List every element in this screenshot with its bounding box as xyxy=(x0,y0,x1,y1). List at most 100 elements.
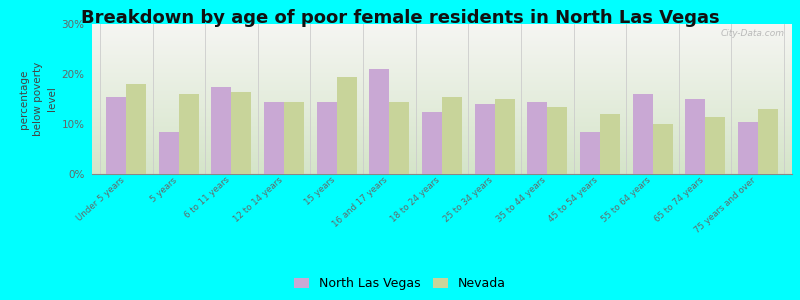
Bar xyxy=(92,166,792,167)
Bar xyxy=(92,33,792,34)
Bar xyxy=(92,50,792,51)
Bar xyxy=(92,45,792,46)
Bar xyxy=(92,80,792,81)
Bar xyxy=(92,66,792,67)
Bar xyxy=(92,130,792,131)
Bar xyxy=(92,156,792,157)
Text: 15 years: 15 years xyxy=(303,176,337,207)
Bar xyxy=(317,101,337,174)
Bar xyxy=(92,90,792,91)
Bar xyxy=(92,171,792,172)
Bar xyxy=(92,31,792,32)
Text: City-Data.com: City-Data.com xyxy=(721,28,785,38)
Bar xyxy=(92,53,792,54)
Bar xyxy=(92,117,792,118)
Text: 12 to 14 years: 12 to 14 years xyxy=(231,176,284,224)
Bar xyxy=(92,125,792,126)
Bar xyxy=(92,140,792,141)
Bar xyxy=(211,86,231,174)
Bar xyxy=(92,135,792,136)
Bar xyxy=(92,38,792,39)
Bar xyxy=(92,103,792,104)
Bar xyxy=(92,101,792,102)
Bar xyxy=(92,91,792,92)
Bar xyxy=(92,118,792,119)
Bar xyxy=(92,150,792,151)
Bar xyxy=(284,101,304,174)
Text: 35 to 44 years: 35 to 44 years xyxy=(494,176,547,224)
Bar xyxy=(92,82,792,83)
Bar xyxy=(92,138,792,139)
Bar xyxy=(738,122,758,174)
Bar xyxy=(92,37,792,38)
Bar xyxy=(92,57,792,58)
Bar xyxy=(92,164,792,165)
Bar xyxy=(92,153,792,154)
Bar xyxy=(92,84,792,85)
Bar xyxy=(422,112,442,174)
Bar xyxy=(92,126,792,127)
Bar xyxy=(92,93,792,94)
Bar xyxy=(92,68,792,69)
Bar xyxy=(92,172,792,173)
Bar xyxy=(92,127,792,128)
Legend: North Las Vegas, Nevada: North Las Vegas, Nevada xyxy=(290,273,510,294)
Bar xyxy=(705,116,725,174)
Bar xyxy=(92,74,792,75)
Bar xyxy=(92,48,792,49)
Bar xyxy=(580,131,600,174)
Bar xyxy=(92,155,792,156)
Bar xyxy=(92,83,792,84)
Bar xyxy=(92,36,792,37)
Bar xyxy=(527,101,547,174)
Bar xyxy=(633,94,653,174)
Bar xyxy=(92,99,792,100)
Bar xyxy=(92,51,792,52)
Bar xyxy=(92,137,792,138)
Bar xyxy=(92,44,792,45)
Bar xyxy=(370,69,390,174)
Bar xyxy=(92,79,792,80)
Bar xyxy=(92,96,792,97)
Bar xyxy=(92,136,792,137)
Bar xyxy=(92,159,792,160)
Bar xyxy=(92,61,792,62)
Bar xyxy=(92,102,792,103)
Bar xyxy=(92,149,792,150)
Bar xyxy=(92,28,792,29)
Bar xyxy=(92,55,792,56)
Bar xyxy=(92,52,792,53)
Bar xyxy=(92,170,792,171)
Bar xyxy=(92,165,792,166)
Bar xyxy=(92,85,792,86)
Bar xyxy=(92,56,792,57)
Bar xyxy=(92,59,792,60)
Bar xyxy=(92,116,792,117)
Text: 75 years and over: 75 years and over xyxy=(694,176,758,235)
Bar xyxy=(92,32,792,33)
Bar xyxy=(92,64,792,65)
Bar xyxy=(92,63,792,64)
Bar xyxy=(92,67,792,68)
Bar xyxy=(92,139,792,140)
Bar xyxy=(92,94,792,95)
Text: 16 and 17 years: 16 and 17 years xyxy=(331,176,390,229)
Bar xyxy=(92,100,792,101)
Bar xyxy=(92,27,792,28)
Bar xyxy=(92,62,792,63)
Bar xyxy=(337,76,357,174)
Bar xyxy=(92,145,792,146)
Bar xyxy=(92,77,792,78)
Bar xyxy=(126,84,146,174)
Bar xyxy=(92,76,792,77)
Bar xyxy=(92,30,792,31)
Bar xyxy=(92,122,792,123)
Bar xyxy=(92,65,792,66)
Bar xyxy=(474,104,494,174)
Bar xyxy=(92,104,792,105)
Bar xyxy=(494,99,514,174)
Bar xyxy=(92,106,792,107)
Bar xyxy=(92,95,792,96)
Bar xyxy=(92,73,792,74)
Text: 55 to 64 years: 55 to 64 years xyxy=(600,176,653,224)
